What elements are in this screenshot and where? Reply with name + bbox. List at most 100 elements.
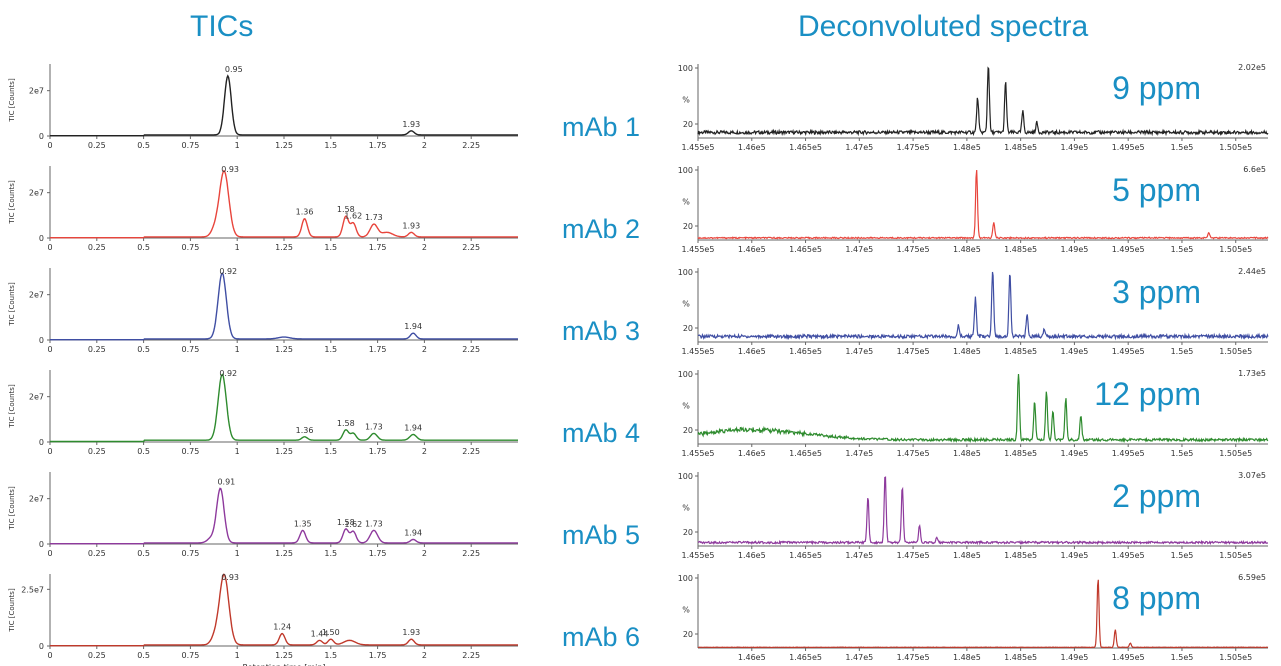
- deconvoluted-x-tick-label: 1.485e5: [1004, 245, 1037, 254]
- tic-x-tick-label: 1.75: [369, 345, 387, 354]
- tic-x-tick-label: 2: [422, 447, 427, 456]
- tic-x-tick-label: 1: [235, 651, 240, 660]
- tic-peak-label: 0.93: [221, 165, 239, 174]
- deconvoluted-trace: [697, 169, 1269, 240]
- tic-x-tick-label: 0.5: [137, 243, 150, 252]
- deconvoluted-x-tick-label: 1.455e5: [682, 449, 715, 458]
- deconvoluted-panel: 100 20% 1.455e5 1.46e5 1.465e5 1.47e5 1.475e5 1…: [678, 471, 1268, 560]
- tic-trace: [50, 74, 518, 137]
- tic-y-tick-label: 0: [39, 132, 44, 141]
- ppm-label: 8 ppm: [1112, 580, 1201, 616]
- tic-title: TICs: [190, 10, 254, 43]
- tic-x-tick-label: 2: [422, 243, 427, 252]
- tic-peak-label: 1.94: [404, 528, 422, 537]
- deconvoluted-x-tick-label: 1.49e5: [1061, 653, 1089, 662]
- ppm-label: 2 ppm: [1112, 478, 1201, 514]
- tic-trace: [50, 272, 518, 341]
- deconvoluted-x-tick-label: 1.47e5: [845, 449, 873, 458]
- tic-x-tick-label: 1: [235, 549, 240, 558]
- tic-x-tick-label: 0: [47, 447, 52, 456]
- tic-panel: 0 2e7 TIC [Counts] 0 0.25 0.5 0.75 1 1.25 1.5 1.75…: [8, 369, 518, 456]
- tic-x-tick-label: 1.5: [324, 447, 337, 456]
- tic-x-tick-label: 2.25: [462, 243, 480, 252]
- deconvoluted-panel: 100 20% 1.455e5 1.46e5 1.465e5 1.47e5 1.475e5 1…: [678, 369, 1269, 458]
- deconvoluted-title: Deconvoluted spectra: [798, 10, 1089, 43]
- tic-y-tick-label: 0: [39, 234, 44, 243]
- tic-x-tick-label: 0.5: [137, 141, 150, 150]
- sample-label: mAb 3: [562, 316, 641, 346]
- deconvoluted-panel: 100 20% 1.455e5 1.46e5 1.465e5 1.47e5 1.475e5 1…: [678, 165, 1269, 254]
- tic-x-tick-label: 1.5: [324, 651, 337, 660]
- tic-peak-label: 1.58: [337, 518, 355, 527]
- tic-peak-label: 1.73: [365, 519, 383, 528]
- deconvoluted-max-label: 2.02e5: [1238, 63, 1266, 72]
- deconvoluted-trace: [697, 476, 1268, 546]
- deconvoluted-y-tick-label: 20: [683, 324, 693, 333]
- deconvoluted-x-tick-label: 1.49e5: [1061, 551, 1089, 560]
- tic-x-tick-label: 1.25: [275, 243, 293, 252]
- tic-panel: 0 2e7 TIC [Counts] 0 0.25 0.5 0.75 1 1.25 1.5 1.75…: [8, 64, 518, 150]
- tic-x-tick-label: 0.5: [137, 651, 150, 660]
- tic-peak-label: 1.36: [296, 426, 314, 435]
- tic-y-tick-label: 2e7: [29, 291, 44, 300]
- tic-x-tick-label: 0.25: [88, 243, 106, 252]
- tic-peak-label: 1.58: [337, 205, 355, 214]
- deconvoluted-y-axis-label: %: [682, 96, 690, 105]
- tic-x-tick-label: 0.5: [137, 345, 150, 354]
- deconvoluted-x-tick-label: 1.5e5: [1171, 449, 1194, 458]
- tic-peak-label: 1.36: [296, 208, 314, 217]
- deconvoluted-x-tick-label: 1.485e5: [1004, 551, 1037, 560]
- tic-y-axis-label: TIC [Counts]: [8, 588, 16, 633]
- deconvoluted-x-tick-label: 1.465e5: [789, 551, 822, 560]
- tic-x-tick-label: 1.25: [275, 345, 293, 354]
- tic-x-tick-label: 0.75: [181, 141, 199, 150]
- tic-peak-label: 1.35: [294, 519, 312, 528]
- tic-y-tick-label: 2e7: [29, 87, 44, 96]
- tic-x-tick-label: 1.25: [275, 447, 293, 456]
- tic-x-tick-label: 1.25: [275, 651, 293, 660]
- tic-peak-label: 1.94: [404, 424, 422, 433]
- sample-label: mAb 1: [562, 112, 641, 142]
- tic-peak-label: 1.24: [273, 623, 291, 632]
- deconvoluted-x-tick-label: 1.5e5: [1171, 245, 1194, 254]
- deconvoluted-max-label: 6.6e5: [1243, 165, 1266, 174]
- deconvoluted-x-tick-label: 1.48e5: [953, 143, 981, 152]
- tic-y-axis-label: TIC [Counts]: [8, 180, 16, 225]
- tic-panel: 0 2e7 TIC [Counts] 0 0.25 0.5 0.75 1 1.25 1.5 1.75…: [8, 165, 518, 252]
- tic-y-tick-label: 0: [39, 540, 44, 549]
- deconvoluted-x-tick-label: 1.475e5: [897, 653, 930, 662]
- tic-peak-label: 1.62: [344, 212, 362, 221]
- tic-x-tick-label: 0.75: [181, 651, 199, 660]
- deconvoluted-x-tick-label: 1.495e5: [1112, 551, 1145, 560]
- deconvoluted-trace: [697, 271, 1269, 341]
- deconvoluted-x-tick-label: 1.485e5: [1004, 449, 1037, 458]
- deconvoluted-x-tick-label: 1.48e5: [953, 449, 981, 458]
- deconvoluted-x-tick-label: 1.47e5: [845, 143, 873, 152]
- deconvoluted-y-tick-label: 100: [678, 472, 693, 481]
- deconvoluted-y-tick-label: 100: [678, 166, 693, 175]
- deconvoluted-x-tick-label: 1.475e5: [897, 449, 930, 458]
- tic-x-tick-label: 0.25: [88, 549, 106, 558]
- tic-x-tick-label: 0.75: [181, 447, 199, 456]
- ppm-label: 12 ppm: [1094, 376, 1201, 412]
- deconvoluted-x-tick-label: 1.49e5: [1061, 449, 1089, 458]
- tic-x-tick-label: 2: [422, 345, 427, 354]
- deconvoluted-panel: 100 20% 1.455e5 1.46e5 1.465e5 1.47e5 1.475e5 1…: [678, 267, 1269, 356]
- deconvoluted-y-tick-label: 20: [683, 222, 693, 231]
- deconvoluted-x-tick-label: 1.47e5: [845, 551, 873, 560]
- deconvoluted-max-label: 3.07e5: [1238, 471, 1266, 480]
- tic-peak-label: 0.95: [225, 65, 243, 74]
- tic-trace: [50, 169, 518, 239]
- deconvoluted-x-tick-label: 1.49e5: [1061, 245, 1089, 254]
- deconvoluted-x-tick-label: 1.46e5: [738, 449, 766, 458]
- deconvoluted-x-tick-label: 1.475e5: [897, 551, 930, 560]
- tic-x-tick-label: 1.25: [275, 549, 293, 558]
- tic-x-tick-label: 0.5: [137, 447, 150, 456]
- tic-charts: 0 2e7 TIC [Counts] 0 0.25 0.5 0.75 1 1.25 1.5 1.75…: [8, 64, 518, 666]
- deconvoluted-max-label: 1.73e5: [1238, 369, 1266, 378]
- tic-trace: [50, 573, 518, 647]
- deconvoluted-x-tick-label: 1.495e5: [1112, 245, 1145, 254]
- deconvoluted-x-tick-label: 1.5e5: [1171, 347, 1194, 356]
- tic-x-tick-label: 1.75: [369, 243, 387, 252]
- deconvoluted-x-tick-label: 1.505e5: [1219, 653, 1252, 662]
